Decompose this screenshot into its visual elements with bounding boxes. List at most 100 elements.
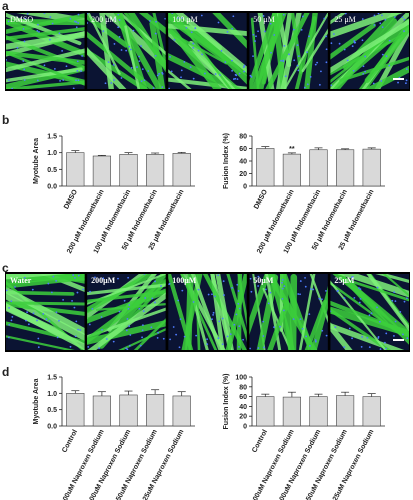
nucleus bbox=[104, 82, 107, 85]
nucleus bbox=[49, 38, 51, 41]
nucleus bbox=[37, 346, 40, 349]
nucleus bbox=[123, 299, 126, 302]
myotube bbox=[87, 48, 149, 89]
myotube bbox=[304, 299, 328, 350]
nucleus bbox=[252, 33, 255, 36]
nucleus bbox=[125, 329, 128, 332]
nucleus bbox=[164, 17, 166, 20]
bar bbox=[362, 148, 381, 187]
nucleus bbox=[69, 345, 72, 348]
image-label: Water bbox=[10, 276, 32, 285]
y-tick-label: 0.5 bbox=[47, 407, 57, 414]
bar bbox=[282, 153, 301, 187]
nucleus bbox=[299, 318, 302, 321]
nucleus bbox=[405, 79, 408, 82]
nucleus bbox=[113, 79, 115, 81]
nucleus bbox=[138, 60, 141, 62]
nucleus bbox=[321, 298, 323, 301]
annotation: ** bbox=[289, 146, 295, 153]
nucleus bbox=[231, 286, 234, 289]
panel-label: a bbox=[2, 0, 9, 13]
nucleus bbox=[49, 16, 52, 18]
nucleus bbox=[55, 280, 58, 282]
nucleus bbox=[281, 297, 284, 300]
nucleus bbox=[262, 15, 265, 17]
nucleus bbox=[192, 47, 195, 49]
nucleus bbox=[71, 299, 73, 302]
nucleus bbox=[333, 33, 335, 35]
nucleus bbox=[403, 300, 406, 303]
nucleus bbox=[292, 28, 295, 31]
y-tick-label: 60 bbox=[239, 394, 247, 401]
nucleus bbox=[229, 333, 232, 336]
myotube bbox=[330, 322, 353, 350]
nucleus bbox=[154, 280, 156, 283]
nucleus bbox=[257, 347, 260, 349]
nucleus bbox=[77, 274, 80, 277]
myotube bbox=[330, 300, 409, 336]
nucleus bbox=[168, 87, 171, 89]
nucleus bbox=[378, 320, 381, 323]
nucleus bbox=[143, 79, 146, 82]
nucleus bbox=[132, 29, 135, 32]
nucleus bbox=[359, 288, 362, 290]
y-tick-label: 80 bbox=[239, 134, 247, 141]
nucleus bbox=[61, 49, 64, 52]
micrograph bbox=[330, 13, 409, 89]
nucleus bbox=[283, 44, 286, 47]
myotube bbox=[330, 13, 347, 25]
nucleus bbox=[80, 70, 82, 73]
nucleus bbox=[138, 55, 141, 58]
nucleus bbox=[403, 30, 405, 33]
nucleus bbox=[52, 275, 55, 278]
nucleus bbox=[282, 13, 285, 16]
myotube bbox=[210, 274, 225, 350]
nucleus bbox=[183, 335, 186, 338]
x-tick-label: DMSO bbox=[63, 188, 79, 210]
nucleus bbox=[144, 297, 147, 299]
nucleus bbox=[65, 65, 68, 68]
nucleus bbox=[362, 65, 365, 68]
nucleus bbox=[257, 285, 260, 287]
y-tick-label: 1.0 bbox=[47, 150, 57, 157]
y-tick-label: 0.5 bbox=[47, 167, 57, 174]
nucleus bbox=[297, 293, 300, 295]
nucleus bbox=[162, 337, 165, 340]
myotube bbox=[113, 13, 163, 89]
nucleus bbox=[232, 78, 235, 80]
nucleus bbox=[299, 280, 302, 282]
nucleus bbox=[23, 68, 26, 71]
nucleus bbox=[76, 60, 79, 63]
myotube bbox=[310, 286, 328, 350]
nucleus bbox=[351, 45, 354, 48]
nucleus bbox=[76, 291, 79, 294]
myotube bbox=[6, 274, 66, 280]
nucleus bbox=[279, 325, 281, 328]
nucleus bbox=[11, 87, 14, 89]
nucleus bbox=[197, 288, 200, 291]
nucleus bbox=[306, 51, 308, 54]
bar bbox=[172, 395, 191, 427]
myotube bbox=[330, 323, 405, 350]
nucleus bbox=[257, 275, 260, 278]
nucleus bbox=[37, 23, 39, 26]
nucleus bbox=[180, 17, 183, 19]
nucleus bbox=[273, 326, 275, 329]
y-tick-label: 1.5 bbox=[47, 134, 57, 141]
nucleus bbox=[117, 26, 120, 29]
nucleus bbox=[238, 72, 241, 75]
myotube bbox=[87, 13, 121, 75]
y-tick-label: 0 bbox=[243, 184, 247, 191]
nucleus bbox=[321, 329, 324, 332]
nucleus bbox=[403, 18, 406, 21]
micrograph bbox=[249, 274, 328, 350]
myotube bbox=[117, 13, 166, 56]
nucleus bbox=[305, 335, 308, 338]
micrograph bbox=[249, 13, 328, 89]
nucleus bbox=[334, 326, 337, 329]
micrograph bbox=[87, 274, 166, 350]
nucleus bbox=[348, 327, 351, 330]
bar bbox=[282, 396, 301, 427]
nucleus bbox=[77, 79, 80, 82]
nucleus bbox=[192, 77, 195, 80]
